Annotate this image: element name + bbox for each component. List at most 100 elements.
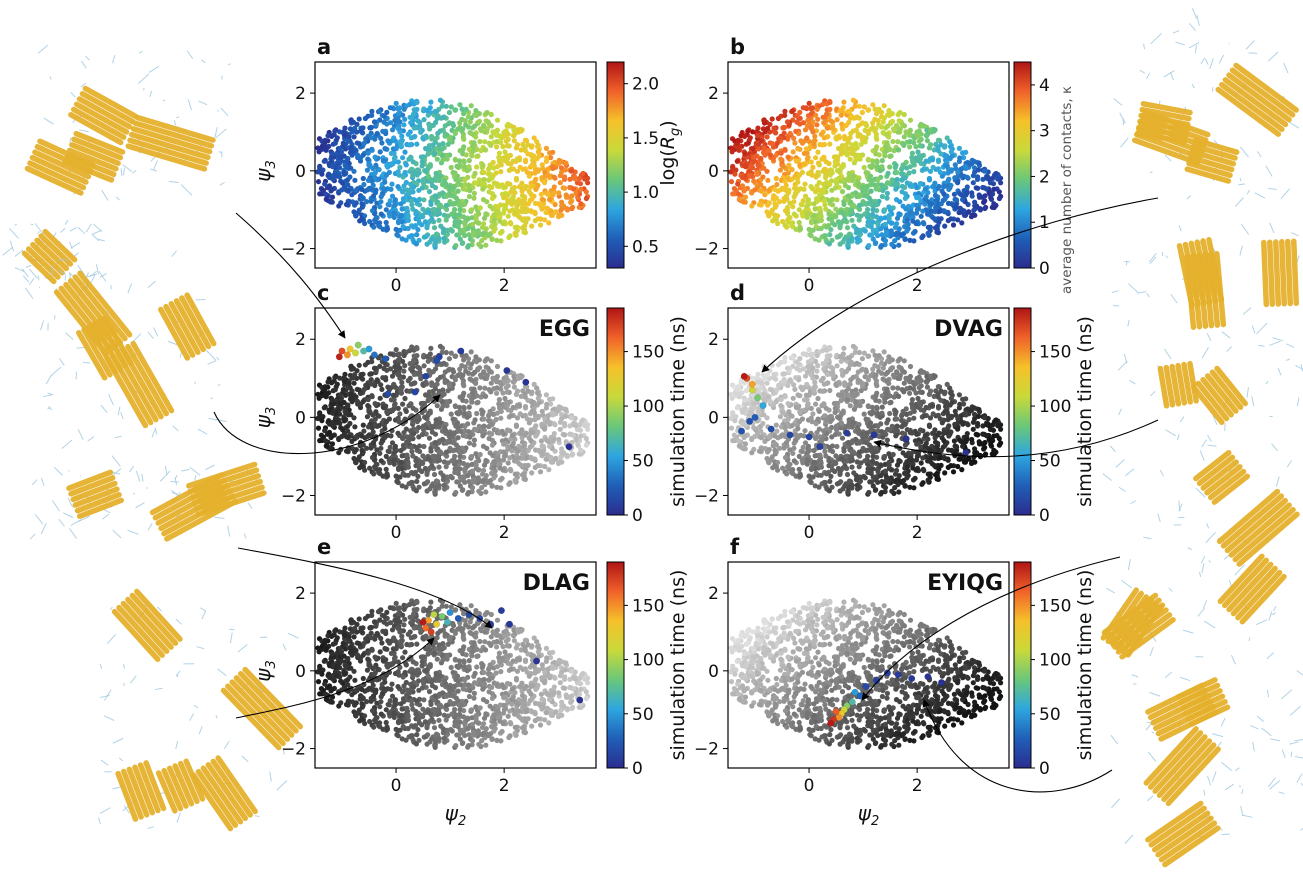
molecule-image-3: [40, 250, 227, 449]
cloud-point: [482, 385, 488, 391]
cloud-point: [834, 197, 840, 203]
cloud-point: [456, 158, 462, 164]
cloud-point: [380, 128, 386, 134]
cloud-point: [525, 462, 531, 468]
cloud-point: [329, 186, 335, 192]
cloud-point: [318, 186, 324, 192]
cloud-point: [423, 168, 429, 174]
cloud-point: [756, 201, 763, 208]
cloud-point: [868, 188, 874, 194]
cloud-point: [813, 224, 819, 230]
cloud-point: [395, 184, 401, 190]
cloud-point: [457, 102, 463, 108]
cloud-point: [816, 179, 822, 186]
cloud-point: [420, 214, 426, 220]
cloud-point: [739, 183, 746, 189]
cloud-point: [542, 416, 548, 422]
cloud-point: [959, 220, 965, 226]
cloud-point: [340, 140, 346, 146]
cloud-point: [425, 232, 431, 238]
cloud-point: [761, 117, 767, 123]
cloud-point: [514, 168, 521, 174]
cloud-point: [436, 424, 442, 430]
cloud-point: [489, 175, 495, 181]
cloud-point: [931, 128, 937, 134]
cloud-point: [894, 215, 901, 221]
cloud-point: [729, 149, 735, 155]
cloud-point: [440, 141, 446, 147]
cloud-point: [453, 489, 459, 496]
cloud-point: [894, 122, 900, 129]
cloud-point: [324, 442, 330, 448]
cloud-point: [360, 195, 366, 201]
cloud-point: [791, 199, 797, 205]
cloud-point: [923, 194, 929, 200]
cloud-point: [420, 154, 426, 160]
cloud-point: [535, 463, 541, 469]
cloud-point: [398, 201, 404, 207]
cloud-point: [450, 448, 456, 454]
cloud-point: [525, 142, 531, 148]
cloud-point: [953, 197, 960, 203]
cloud-point: [874, 159, 880, 165]
cloud-point: [515, 388, 521, 394]
cloud-point: [330, 164, 336, 170]
cloud-point: [349, 152, 355, 158]
cloud-point: [766, 147, 772, 154]
cloud-point: [777, 199, 783, 205]
cloud-point: [369, 108, 375, 114]
cloud-point: [879, 243, 885, 249]
cloud-point: [880, 119, 886, 125]
cloud-point: [351, 380, 357, 386]
cloud-point: [429, 369, 435, 375]
cloud-point: [352, 449, 358, 455]
cloud-point: [385, 384, 391, 390]
cloud-point: [913, 220, 919, 227]
cloud-point: [742, 186, 748, 192]
cloud-point: [751, 178, 757, 184]
cloud-point: [870, 211, 876, 217]
colorbar: [606, 61, 625, 269]
cloud-point: [536, 399, 542, 406]
cloud-point: [460, 487, 466, 493]
cloud-point: [543, 145, 550, 151]
cloud-point: [488, 369, 494, 375]
cloud-point: [512, 224, 518, 230]
cloud-point: [975, 185, 981, 191]
cloud-point: [369, 425, 375, 431]
cloud-point: [854, 235, 860, 242]
y-axis-label: ψ3: [251, 160, 279, 181]
cloud-point: [463, 152, 469, 158]
cloud-point: [914, 202, 920, 208]
cloud-point: [889, 118, 896, 124]
cloud-point: [329, 380, 335, 386]
cloud-point: [815, 116, 821, 122]
cloud-point: [918, 213, 924, 219]
cloud-point: [337, 375, 343, 381]
cloud-point: [449, 458, 455, 464]
cloud-point: [865, 206, 871, 213]
cloud-point: [450, 201, 456, 207]
cloud-point: [911, 238, 917, 244]
cloud-point: [421, 180, 427, 186]
cloud-point: [850, 128, 856, 134]
cloud-point: [481, 215, 488, 221]
cloud-point: [370, 193, 377, 199]
molecule-image-1: [24, 44, 231, 201]
y-tick-label: 2: [295, 330, 306, 350]
cloud-point: [351, 134, 357, 140]
cloud-point: [421, 443, 427, 450]
cloud-point: [873, 146, 879, 153]
cloud-point: [939, 173, 945, 179]
cloud-point: [810, 411, 816, 417]
cloud-point: [521, 229, 527, 235]
cloud-point: [914, 195, 920, 201]
cloud-point: [811, 212, 818, 218]
cloud-point: [836, 145, 842, 152]
trajectory-point: [354, 341, 362, 349]
cloud-point: [373, 409, 379, 415]
cloud-point: [934, 224, 940, 230]
cloud-point: [829, 216, 835, 222]
cloud-point: [482, 147, 488, 153]
cloud-point: [794, 119, 800, 125]
